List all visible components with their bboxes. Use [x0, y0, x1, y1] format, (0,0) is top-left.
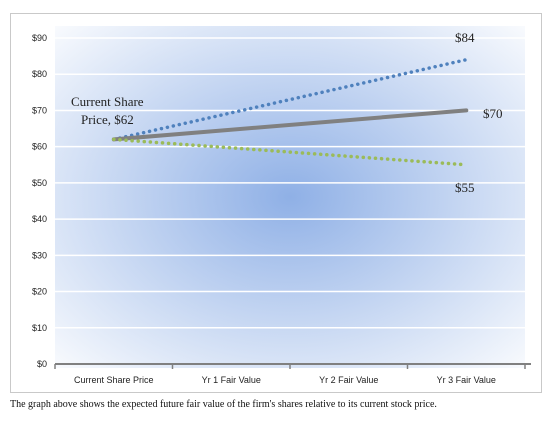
series-line — [112, 137, 469, 167]
plot-background — [55, 26, 525, 368]
y-tick-label: $90 — [32, 33, 47, 43]
x-category-label: Yr 1 Fair Value — [202, 375, 261, 385]
y-tick-label: $30 — [32, 250, 47, 260]
annotation-high-value: $84 — [455, 30, 475, 45]
y-tick-label: $70 — [32, 105, 47, 115]
series-line — [112, 57, 469, 142]
series-line — [111, 108, 469, 142]
y-tick-label: $10 — [32, 323, 47, 333]
y-tick-label: $60 — [32, 142, 47, 152]
y-tick-label: $20 — [32, 287, 47, 297]
y-tick-label: $0 — [37, 359, 47, 369]
annotation-mid-value: $70 — [483, 106, 503, 121]
x-category-label: Current Share Price — [74, 375, 154, 385]
gridlines — [55, 37, 525, 329]
annotation-current-price-line1: Current Share — [71, 94, 144, 109]
y-axis-ticks: $0 $10 $20 $30 $40 $50 $60 $70 $80 $90 — [32, 33, 47, 369]
x-category-label: Yr 3 Fair Value — [437, 375, 496, 385]
annotation-low-value: $55 — [455, 180, 475, 195]
x-axis-categories: Current Share Price Yr 1 Fair Value Yr 2 F… — [74, 375, 496, 385]
chart-frame: $0 $10 $20 $30 $40 $50 $60 $70 $80 $90 Current Sh… — [10, 13, 542, 393]
annotation-current-price-line2: Price, $62 — [81, 112, 134, 127]
y-tick-label: $50 — [32, 178, 47, 188]
chart-caption: The graph above shows the expected futur… — [10, 399, 437, 410]
y-tick-label: $80 — [32, 69, 47, 79]
series-lines — [111, 57, 469, 167]
x-category-label: Yr 2 Fair Value — [319, 375, 378, 385]
chart-svg: $0 $10 $20 $30 $40 $50 $60 $70 $80 $90 Current Sh… — [32, 26, 531, 385]
axes — [54, 363, 531, 369]
y-tick-label: $40 — [32, 214, 47, 224]
